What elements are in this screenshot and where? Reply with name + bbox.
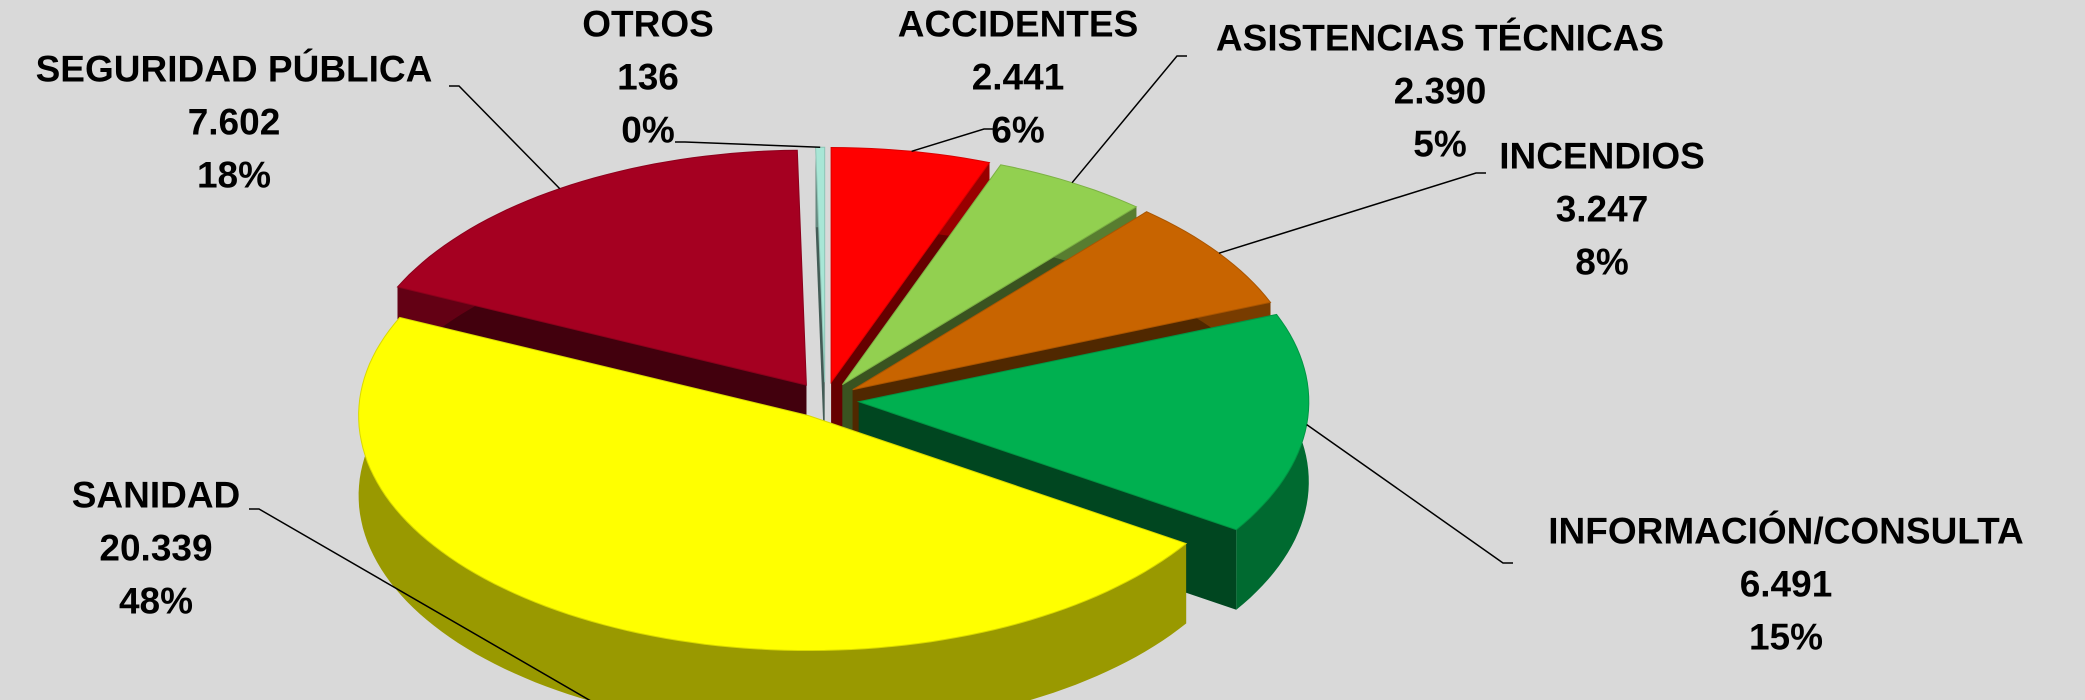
value-label: 2.390 <box>1394 70 1487 111</box>
value-label: 3.247 <box>1556 188 1649 229</box>
percent-label: 15% <box>1749 616 1823 657</box>
percent-label: 6% <box>991 109 1044 150</box>
value-label: 6.491 <box>1740 563 1833 604</box>
leader-line <box>1071 55 1187 184</box>
leader-line <box>675 141 821 149</box>
category-label: INCENDIOS <box>1499 135 1705 176</box>
slice <box>815 146 826 383</box>
value-label: 20.339 <box>99 527 212 568</box>
value-label: 136 <box>617 56 679 97</box>
category-label: ACCIDENTES <box>898 3 1139 44</box>
slice <box>358 316 1188 651</box>
category-label: SEGURIDAD PÚBLICA <box>36 47 433 89</box>
leader-line <box>1218 172 1486 254</box>
value-label: 2.441 <box>972 56 1065 97</box>
slice-side <box>358 317 1187 700</box>
percent-label: 48% <box>119 580 193 621</box>
percent-label: 18% <box>197 154 271 195</box>
leader-line <box>911 128 994 153</box>
leader-line <box>249 508 591 700</box>
category-label: OTROS <box>582 3 714 44</box>
category-label: ASISTENCIAS TÉCNICAS <box>1216 17 1664 58</box>
percent-label: 5% <box>1413 123 1466 164</box>
leader-line <box>449 85 561 190</box>
percent-label: 8% <box>1575 241 1628 282</box>
category-label: SANIDAD <box>72 474 241 515</box>
slice-tops <box>358 146 1310 651</box>
value-label: 7.602 <box>188 101 281 142</box>
leader-line <box>1306 423 1513 564</box>
percent-label: 0% <box>621 109 674 150</box>
category-label: INFORMACIÓN/CONSULTA <box>1548 509 2023 551</box>
